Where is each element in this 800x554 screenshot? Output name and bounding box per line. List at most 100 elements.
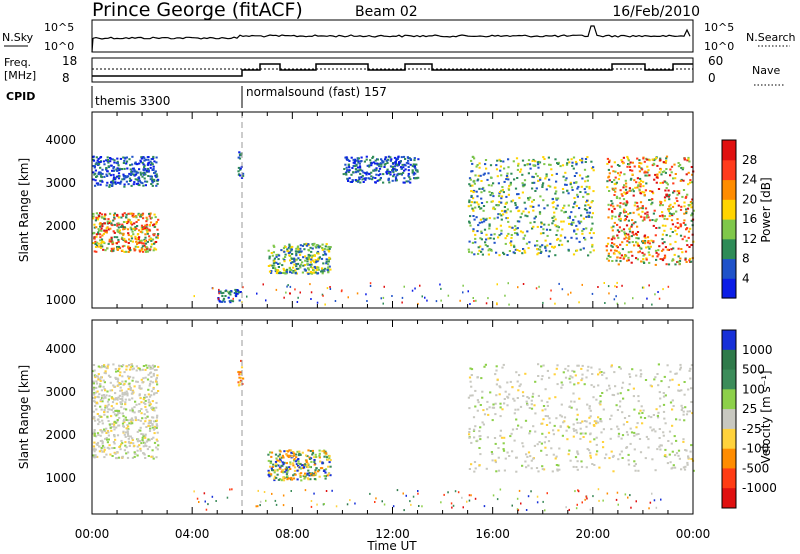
power-cell (502, 251, 505, 254)
power-cell (242, 174, 245, 177)
velocity-cell (92, 364, 96, 366)
power-cell (310, 258, 313, 261)
velocity-cell (99, 385, 102, 388)
power-cell (356, 159, 359, 162)
power-cell (110, 238, 113, 241)
velocity-cell (156, 448, 159, 451)
power-cell (618, 197, 621, 200)
power-cell (93, 231, 96, 234)
power-cell (626, 191, 629, 194)
power-cell (148, 212, 151, 215)
velocity-cell (675, 372, 678, 375)
velocity-cell (556, 383, 559, 386)
nsky-frame (91, 19, 694, 53)
power-cell (643, 218, 646, 221)
power-cell (326, 248, 329, 251)
power-cell (130, 179, 133, 182)
power-cell (309, 261, 312, 264)
power-cell (372, 169, 375, 172)
power-cell (502, 191, 505, 194)
power-cell (285, 272, 288, 275)
velocity-cell (152, 372, 155, 375)
power-cell (123, 177, 126, 180)
velocity-cell (525, 466, 528, 469)
power-cell (637, 213, 640, 216)
power-cell (381, 161, 385, 164)
power-cell (348, 160, 351, 162)
x-tick-label: 16:00 (475, 527, 510, 541)
colorbar-swatch (722, 389, 736, 410)
velocity-cell (111, 401, 115, 404)
velocity-cell (570, 400, 573, 403)
velocity-cell (109, 426, 112, 429)
velocity-cell (586, 369, 589, 372)
colorbar-swatch (722, 219, 736, 240)
colorbar-swatch (722, 140, 736, 161)
velocity-cell (131, 456, 134, 459)
power-cell (101, 234, 104, 237)
power-cell (291, 271, 294, 274)
power-cell (125, 156, 128, 159)
velocity-cell (106, 390, 109, 393)
velocity-scatter (92, 359, 695, 512)
power-cell (480, 238, 483, 241)
power-cell (480, 202, 484, 204)
velocity-cell (468, 499, 471, 502)
power-cell (270, 270, 273, 272)
velocity-cell (640, 373, 643, 376)
velocity-cell (116, 419, 119, 421)
power-cell (358, 165, 362, 168)
power-cell (301, 261, 304, 264)
power-cell (582, 217, 585, 220)
power-cell (527, 197, 530, 200)
velocity-cell (102, 379, 105, 382)
velocity-cell (658, 445, 661, 448)
power-cell (519, 170, 522, 173)
power-cell (513, 252, 516, 255)
power-cell (135, 240, 138, 243)
velocity-cell (540, 449, 543, 452)
power-cell (323, 250, 326, 253)
power-cell (120, 180, 123, 183)
velocity-cell (591, 373, 594, 375)
power-cell (157, 178, 160, 181)
power-cell (103, 217, 106, 220)
power-cell (282, 247, 286, 250)
power-cell (475, 216, 478, 219)
velocity-cell (275, 476, 278, 479)
velocity-cell (515, 418, 518, 421)
power-cell (275, 272, 278, 275)
power-cell (116, 236, 119, 239)
velocity-cell (478, 430, 481, 433)
velocity-cell (674, 372, 677, 375)
power-cell (286, 268, 289, 271)
power-cell (570, 236, 573, 239)
velocity-cell (492, 403, 495, 406)
colorbar-swatch (722, 428, 736, 450)
velocity-cell (301, 464, 304, 467)
nsearch-tick-low: 10^0 (704, 40, 734, 53)
power-cell (533, 164, 536, 167)
power-cell (125, 250, 128, 253)
power-cell (288, 245, 291, 247)
power-cell (620, 159, 623, 162)
power-cell (469, 178, 472, 181)
power-cell (122, 175, 125, 178)
velocity-cell (148, 401, 151, 404)
velocity-cell (155, 419, 158, 422)
velocity-cell (659, 444, 662, 447)
velocity-cell (418, 505, 420, 507)
power-cell (651, 190, 654, 193)
power-cell (532, 199, 535, 201)
power-cell (529, 205, 532, 208)
power-cell (138, 250, 142, 253)
velocity-cell (101, 450, 104, 453)
power-cell (621, 194, 624, 197)
power-cell (506, 208, 509, 211)
velocity-cell (525, 453, 528, 456)
power-cell (531, 175, 534, 178)
velocity-cell (95, 435, 98, 438)
power-cell (621, 160, 624, 163)
power-cell (611, 215, 614, 218)
velocity-cell (121, 398, 124, 400)
